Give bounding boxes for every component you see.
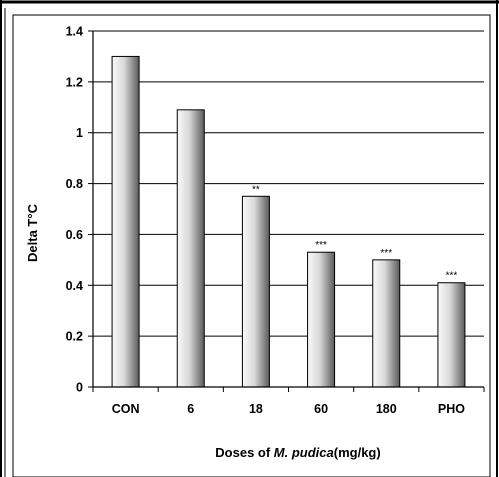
significance-marker: **: [252, 184, 260, 195]
y-tick-label: 0: [76, 381, 83, 395]
bars: [111, 55, 466, 388]
bar-6: [176, 109, 205, 388]
x-tick-label: 60: [314, 402, 328, 416]
significance-marker: ***: [446, 271, 458, 282]
x-tick-label: CON: [112, 402, 140, 416]
y-tick-label: 0.6: [66, 228, 83, 242]
y-tick-label: 0.4: [66, 279, 83, 293]
x-axis-title-part-1: Doses of: [215, 445, 274, 460]
bar-60: [307, 251, 336, 388]
significance-annotations: ***********: [252, 184, 457, 281]
y-tick-label: 0.2: [66, 330, 83, 344]
bar-con: [111, 55, 140, 388]
gridlines: [88, 30, 484, 388]
axes: [92, 31, 485, 392]
y-tick-label: 1.4: [66, 25, 83, 39]
significance-marker: ***: [380, 248, 392, 259]
significance-marker: ***: [315, 240, 327, 251]
x-tick-labels: CON 6 18 60 180 PHO: [112, 402, 466, 416]
y-axis-title: Delta T°C: [25, 203, 40, 262]
y-tick-label: 1.2: [66, 75, 83, 89]
x-tick-label: 18: [249, 402, 263, 416]
x-tick-label: 6: [187, 402, 194, 416]
chart-border: [12, 14, 491, 477]
y-tick-labels: 0 0.2 0.4 0.6 0.8 1 1.2 1.4: [66, 25, 83, 395]
x-tick-label: PHO: [438, 402, 465, 416]
x-axis-title-part-3: (mg/kg): [334, 445, 381, 460]
bar-180: [372, 259, 401, 388]
y-tick-label: 1: [76, 126, 83, 140]
x-axis-title-part-2: M. pudica: [274, 445, 334, 460]
y-tick-label: 0.8: [66, 177, 83, 191]
bar-18: [241, 195, 270, 388]
bar-pho: [437, 282, 466, 388]
x-axis-title: Doses of M. pudica(mg/kg): [215, 445, 380, 460]
x-tick-label: 180: [376, 402, 397, 416]
